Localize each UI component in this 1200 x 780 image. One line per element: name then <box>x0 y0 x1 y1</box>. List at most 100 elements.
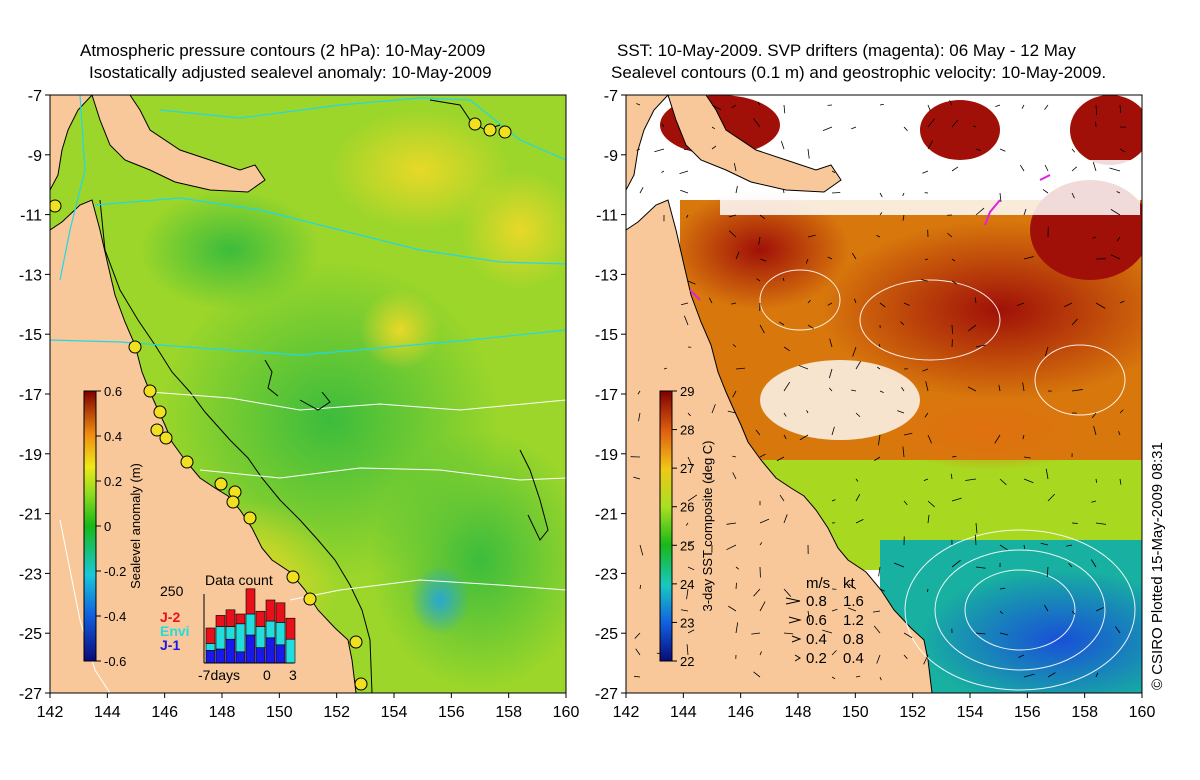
velocity-arrow <box>927 514 930 524</box>
velocity-arrow <box>999 192 1002 202</box>
velocity-arrow <box>1090 559 1097 568</box>
velocity-arrow <box>951 455 957 458</box>
x-tick-label: 154 <box>381 704 408 721</box>
left-pressure-contour <box>59 95 86 281</box>
right-land-australia <box>626 199 933 693</box>
velocity-legend: m/s kt 0.8 1.6 0.6 1.2 0.4 0.8 0.2 0.4 <box>785 575 864 667</box>
velocity-arrow <box>735 251 740 260</box>
left-colorbar: 0.6 0.4 0.2 0 -0.2 -0.4 -0.6 Sealevel anomaly … <box>83 384 143 669</box>
velocity-arrow <box>805 258 809 264</box>
x-tick-label: 158 <box>1071 704 1098 721</box>
velocity-arrow <box>654 148 665 153</box>
velocity-arrow <box>726 544 737 551</box>
velocity-arrow <box>1116 191 1121 194</box>
velocity-arrow <box>679 170 689 175</box>
y-tick-label: -25 <box>595 626 618 643</box>
velocity-arrow <box>732 344 737 348</box>
data-count-bar-j1 <box>205 650 216 664</box>
velocity-arrow <box>1047 672 1056 678</box>
velocity-arrow <box>1109 167 1121 172</box>
velocity-arrow <box>1071 148 1076 153</box>
velocity-arrow <box>807 324 814 329</box>
velocity-arrow <box>831 608 838 612</box>
velocity-arrow <box>756 278 761 282</box>
x-tick-label: 150 <box>842 704 869 721</box>
velocity-arrow <box>711 104 722 111</box>
velocity-arrow <box>1091 412 1097 419</box>
velocity-arrow <box>711 145 717 150</box>
velocity-arrow <box>636 148 641 151</box>
velocity-arrow <box>783 434 787 440</box>
velocity-arrow <box>1071 192 1075 199</box>
velocity-arrow <box>732 472 737 480</box>
velocity-arrow <box>753 588 761 597</box>
velocity-arrow <box>947 232 953 238</box>
velocity-arrow <box>879 192 883 198</box>
left-title-line1: Atmospheric pressure contours (2 hPa): 1… <box>80 41 486 60</box>
tide-gauge-marker <box>159 431 173 445</box>
velocity-legend-arrow <box>788 616 802 624</box>
velocity-arrow <box>728 605 737 612</box>
velocity-arrow <box>922 368 929 372</box>
velocity-arrow <box>1071 389 1083 392</box>
left-pressure-contour <box>50 329 566 356</box>
velocity-arrow <box>975 207 985 216</box>
y-tick-label: -11 <box>596 208 618 225</box>
left-white-contour <box>149 391 566 411</box>
velocity-arrow <box>1016 302 1025 306</box>
velocity-arrow <box>923 478 929 481</box>
velocity-arrow <box>783 346 791 352</box>
left-anomaly-blob <box>360 290 440 370</box>
velocity-arrow <box>1071 318 1078 326</box>
velocity-arrow <box>951 166 959 172</box>
y-tick-label: -11 <box>20 208 42 225</box>
data-count-bar-j2 <box>235 613 246 625</box>
velocity-arrow <box>1118 431 1121 436</box>
x-tick-label: 156 <box>1014 704 1041 721</box>
velocity-arrow <box>994 434 1001 444</box>
velocity-arrow <box>831 426 835 436</box>
credit-text: © CSIRO Plotted 15-May-2009 08:31 <box>1149 442 1166 690</box>
velocity-arrow <box>783 189 785 194</box>
velocity-arrow <box>950 473 953 480</box>
data-count-bar-envi <box>255 626 266 648</box>
velocity-arrow <box>779 494 785 502</box>
x-tick-label: 158 <box>495 704 522 721</box>
velocity-arrow <box>683 148 689 151</box>
right-map-axes: 142 144 146 148 150 152 154 156 158 160 -7 -9 -11 -13… <box>595 88 1156 721</box>
velocity-arrow <box>903 302 910 306</box>
velocity-arrow <box>827 256 833 260</box>
velocity-arrow <box>757 101 761 106</box>
velocity-arrow <box>851 126 857 130</box>
y-tick-label: -23 <box>595 566 618 583</box>
tide-gauge-marker <box>243 511 257 525</box>
x-tick-label: 148 <box>209 704 236 721</box>
velocity-arrow <box>783 632 794 635</box>
velocity-arrow <box>975 632 986 635</box>
data-count-bar-j1 <box>225 638 236 664</box>
data-count-bar-j2 <box>245 588 256 615</box>
sealevel-contour <box>759 269 841 331</box>
velocity-arrow <box>951 324 953 334</box>
velocity-legend-kt: 0.8 <box>843 631 864 648</box>
velocity-arrow <box>902 214 905 221</box>
left-anomaly-blob <box>330 110 510 230</box>
velocity-arrow <box>999 632 1008 636</box>
left-shelf-contour <box>99 199 373 693</box>
sealevel-contour <box>859 279 1001 361</box>
y-tick-label: -19 <box>595 447 618 464</box>
tide-gauge-marker <box>128 340 142 354</box>
velocity-arrow <box>731 302 737 305</box>
velocity-arrow <box>633 476 641 480</box>
velocity-arrow <box>1115 626 1121 634</box>
velocity-arrow <box>759 542 763 546</box>
left-map-axes: 142 144 146 148 150 152 154 156 158 160 -7 -9 -11 -13… <box>19 88 580 721</box>
colorbar-tick-label: 22 <box>680 654 694 669</box>
velocity-arrow <box>1119 148 1126 153</box>
left-anomaly-blob <box>460 170 566 290</box>
velocity-arrow <box>975 148 982 152</box>
x-tick-label: 154 <box>957 704 984 721</box>
data-count-legend-entry: J-1 <box>160 637 180 653</box>
velocity-arrow <box>684 315 689 326</box>
